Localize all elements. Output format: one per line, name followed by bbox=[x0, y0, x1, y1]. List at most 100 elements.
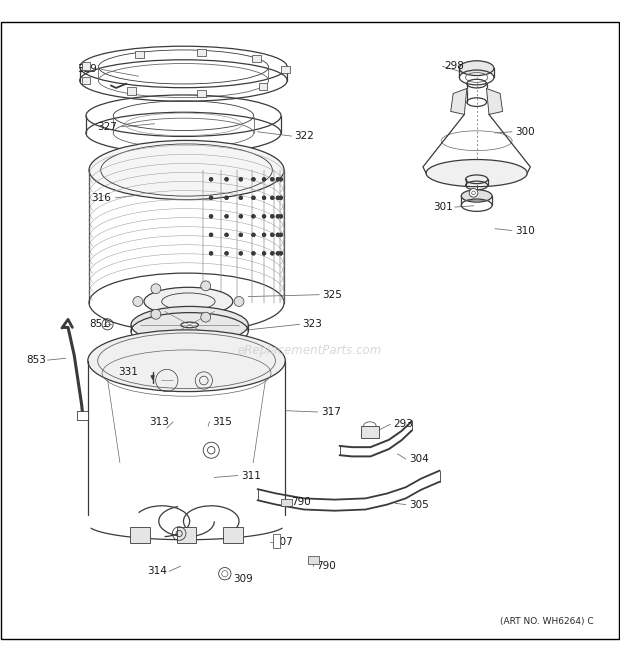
Text: 316: 316 bbox=[91, 193, 111, 203]
Circle shape bbox=[209, 214, 213, 219]
Circle shape bbox=[251, 177, 255, 181]
Bar bbox=[197, 49, 206, 56]
Circle shape bbox=[239, 214, 243, 219]
Bar bbox=[82, 77, 91, 84]
Circle shape bbox=[276, 233, 280, 237]
Circle shape bbox=[270, 196, 275, 200]
Circle shape bbox=[151, 309, 161, 319]
Ellipse shape bbox=[461, 190, 492, 202]
Circle shape bbox=[133, 297, 143, 307]
Circle shape bbox=[276, 177, 280, 181]
Circle shape bbox=[270, 214, 275, 219]
Text: 314: 314 bbox=[147, 566, 167, 576]
Circle shape bbox=[209, 196, 213, 200]
Polygon shape bbox=[487, 89, 503, 114]
Bar bbox=[130, 527, 150, 543]
Circle shape bbox=[472, 191, 476, 195]
Circle shape bbox=[151, 284, 161, 293]
Text: 311: 311 bbox=[241, 471, 261, 481]
Circle shape bbox=[469, 188, 478, 197]
Circle shape bbox=[278, 251, 283, 256]
Text: 313: 313 bbox=[149, 417, 169, 427]
Circle shape bbox=[251, 196, 255, 200]
Circle shape bbox=[276, 214, 280, 219]
Text: (ART NO. WH6264) C: (ART NO. WH6264) C bbox=[500, 617, 594, 625]
Circle shape bbox=[262, 233, 266, 237]
Circle shape bbox=[251, 251, 255, 256]
Circle shape bbox=[270, 251, 275, 256]
Bar bbox=[223, 527, 242, 543]
Circle shape bbox=[278, 177, 283, 181]
Circle shape bbox=[262, 214, 266, 219]
Circle shape bbox=[251, 196, 255, 200]
Circle shape bbox=[201, 281, 211, 291]
Text: 329: 329 bbox=[77, 64, 97, 75]
Circle shape bbox=[262, 251, 266, 256]
Circle shape bbox=[251, 177, 255, 181]
Circle shape bbox=[239, 196, 243, 200]
Text: 851: 851 bbox=[89, 319, 109, 329]
Bar bbox=[135, 51, 144, 58]
Bar bbox=[177, 527, 197, 543]
Circle shape bbox=[239, 177, 243, 181]
Circle shape bbox=[276, 214, 280, 219]
Circle shape bbox=[251, 251, 255, 256]
Ellipse shape bbox=[181, 322, 198, 328]
Circle shape bbox=[209, 233, 213, 237]
Circle shape bbox=[270, 177, 275, 181]
Circle shape bbox=[276, 251, 280, 256]
Circle shape bbox=[276, 233, 280, 237]
Text: 790: 790 bbox=[291, 497, 311, 507]
Circle shape bbox=[270, 177, 275, 181]
Text: 301: 301 bbox=[433, 202, 453, 212]
Circle shape bbox=[278, 251, 283, 256]
Circle shape bbox=[251, 214, 255, 219]
Circle shape bbox=[262, 233, 266, 237]
Ellipse shape bbox=[426, 159, 527, 186]
Ellipse shape bbox=[89, 140, 284, 200]
Circle shape bbox=[278, 233, 283, 237]
Text: 327: 327 bbox=[97, 122, 117, 132]
Circle shape bbox=[276, 196, 280, 200]
Text: 331: 331 bbox=[118, 368, 138, 377]
Circle shape bbox=[224, 214, 229, 219]
Circle shape bbox=[275, 537, 278, 540]
Text: 853: 853 bbox=[26, 355, 46, 365]
Text: 293: 293 bbox=[393, 419, 413, 429]
Circle shape bbox=[262, 177, 266, 181]
Bar bbox=[273, 534, 280, 548]
Circle shape bbox=[224, 233, 229, 237]
Circle shape bbox=[239, 177, 243, 181]
Circle shape bbox=[224, 233, 229, 237]
Text: 323: 323 bbox=[303, 319, 322, 329]
Polygon shape bbox=[451, 89, 467, 114]
Circle shape bbox=[239, 214, 243, 219]
Circle shape bbox=[234, 297, 244, 307]
Circle shape bbox=[209, 196, 213, 200]
Circle shape bbox=[224, 177, 229, 181]
Circle shape bbox=[239, 233, 243, 237]
Text: eReplacementParts.com: eReplacementParts.com bbox=[238, 344, 382, 357]
Bar bbox=[82, 62, 91, 69]
Circle shape bbox=[262, 214, 266, 219]
Circle shape bbox=[209, 177, 213, 181]
Circle shape bbox=[262, 196, 266, 200]
Circle shape bbox=[224, 196, 229, 200]
Circle shape bbox=[278, 196, 283, 200]
Ellipse shape bbox=[144, 288, 233, 316]
Ellipse shape bbox=[131, 307, 248, 344]
Bar bbox=[252, 55, 261, 62]
Circle shape bbox=[224, 214, 229, 219]
Ellipse shape bbox=[88, 330, 285, 391]
Circle shape bbox=[270, 233, 275, 237]
Bar bbox=[259, 83, 267, 90]
Bar bbox=[308, 557, 319, 564]
Circle shape bbox=[276, 251, 280, 256]
Circle shape bbox=[224, 177, 229, 181]
Circle shape bbox=[270, 233, 275, 237]
Circle shape bbox=[276, 177, 280, 181]
Text: 309: 309 bbox=[233, 574, 252, 584]
Text: 300: 300 bbox=[515, 127, 534, 137]
Circle shape bbox=[262, 196, 266, 200]
Bar bbox=[361, 426, 379, 438]
